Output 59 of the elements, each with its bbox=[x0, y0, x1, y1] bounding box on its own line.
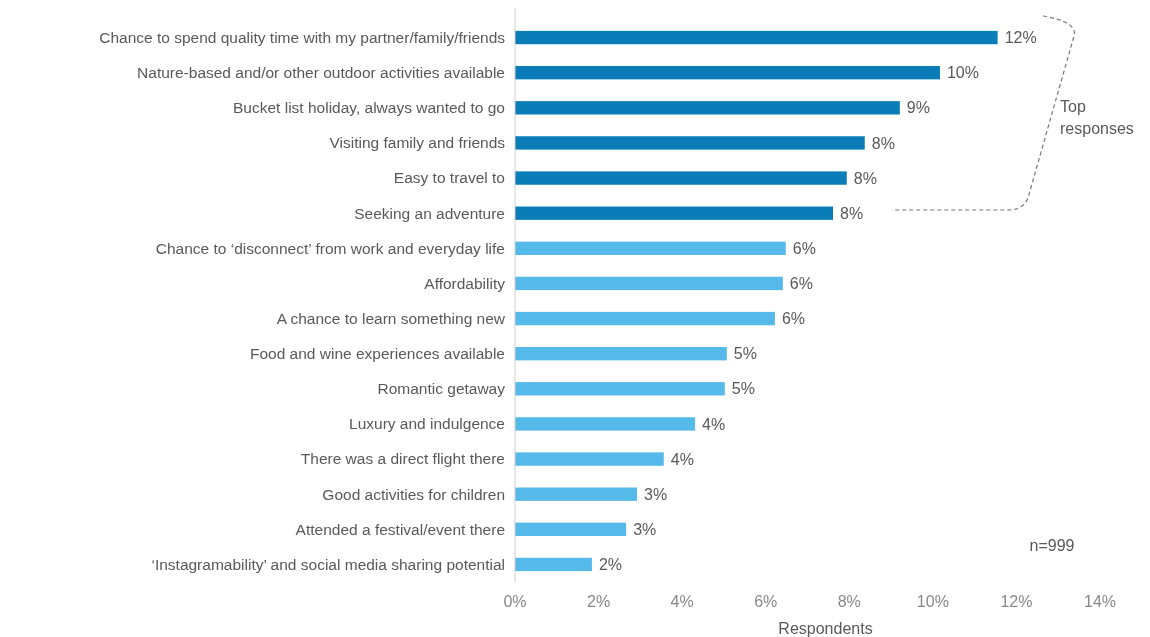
data-label: 6% bbox=[781, 310, 806, 328]
y-tick-label: Bucket list holiday, always wanted to go bbox=[233, 99, 505, 117]
y-tick-label: ‘Instagramability’ and social media sharing potential bbox=[151, 555, 505, 573]
bar bbox=[515, 311, 775, 326]
bar bbox=[515, 487, 638, 501]
y-tick-label: Chance to ‘disconnect’ from work and everyday life bbox=[155, 239, 505, 257]
data-label: 8% bbox=[839, 204, 864, 222]
y-tick-label: There was a direct flight there bbox=[300, 450, 505, 468]
bar bbox=[515, 276, 783, 291]
x-tick-label: 10% bbox=[916, 592, 949, 610]
data-label: 6% bbox=[789, 275, 813, 293]
data-label: 3% bbox=[644, 485, 668, 503]
x-tick-label: 6% bbox=[754, 592, 778, 610]
bar bbox=[515, 382, 725, 396]
y-tick-label: Food and wine experiences available bbox=[249, 345, 505, 363]
data-label: 8% bbox=[871, 134, 895, 152]
data-label: 6% bbox=[792, 239, 816, 257]
bar bbox=[515, 241, 786, 255]
x-tick-label: 2% bbox=[587, 592, 611, 610]
data-label: 4% bbox=[670, 450, 694, 468]
y-tick-label: Visiting family and friends bbox=[329, 134, 506, 152]
data-label: 10% bbox=[946, 64, 979, 82]
y-tick-label: Affordability bbox=[424, 274, 506, 292]
x-tick-label: 12% bbox=[1000, 592, 1033, 610]
x-tick-label: 14% bbox=[1083, 592, 1117, 610]
y-tick-label: Chance to spend quality time with my partner/family/friends bbox=[99, 28, 506, 46]
y-tick-label: Attended a festival/event there bbox=[295, 520, 505, 538]
bar bbox=[515, 206, 833, 220]
bar bbox=[515, 557, 592, 572]
y-tick-label: A chance to learn something new bbox=[276, 309, 506, 327]
data-label: 5% bbox=[733, 345, 757, 363]
bar bbox=[515, 522, 627, 536]
x-tick-label: 0% bbox=[503, 592, 527, 610]
annotation: Top responses bbox=[1060, 98, 1134, 137]
bar bbox=[515, 30, 998, 45]
x-tick-label: 8% bbox=[837, 592, 861, 610]
bar bbox=[515, 452, 664, 466]
x-axis-title: Respondents bbox=[778, 619, 873, 637]
bar bbox=[515, 66, 940, 80]
x-tick-label: 4% bbox=[670, 592, 694, 610]
y-tick-label: Nature-based and/or other outdoor activities available bbox=[137, 64, 505, 82]
bar bbox=[515, 101, 900, 115]
data-label: 3% bbox=[633, 520, 657, 538]
data-label: 12% bbox=[1004, 29, 1037, 47]
y-tick-label: Romantic getaway bbox=[377, 380, 506, 398]
data-label: 5% bbox=[731, 380, 755, 398]
bar bbox=[515, 136, 865, 150]
data-label: 4% bbox=[702, 415, 726, 433]
bar bbox=[515, 417, 696, 431]
data-label: 9% bbox=[906, 99, 930, 117]
y-tick-label: Luxury and indulgence bbox=[349, 415, 505, 433]
data-label: 8% bbox=[853, 169, 877, 187]
annotation: n=999 bbox=[1029, 537, 1075, 554]
bar bbox=[515, 171, 847, 185]
y-tick-label: Seeking an adventure bbox=[354, 204, 505, 222]
data-label: 2% bbox=[598, 556, 623, 574]
bar bbox=[515, 347, 727, 361]
y-tick-label: Easy to travel to bbox=[393, 169, 505, 187]
y-tick-label: Good activities for children bbox=[322, 485, 505, 503]
